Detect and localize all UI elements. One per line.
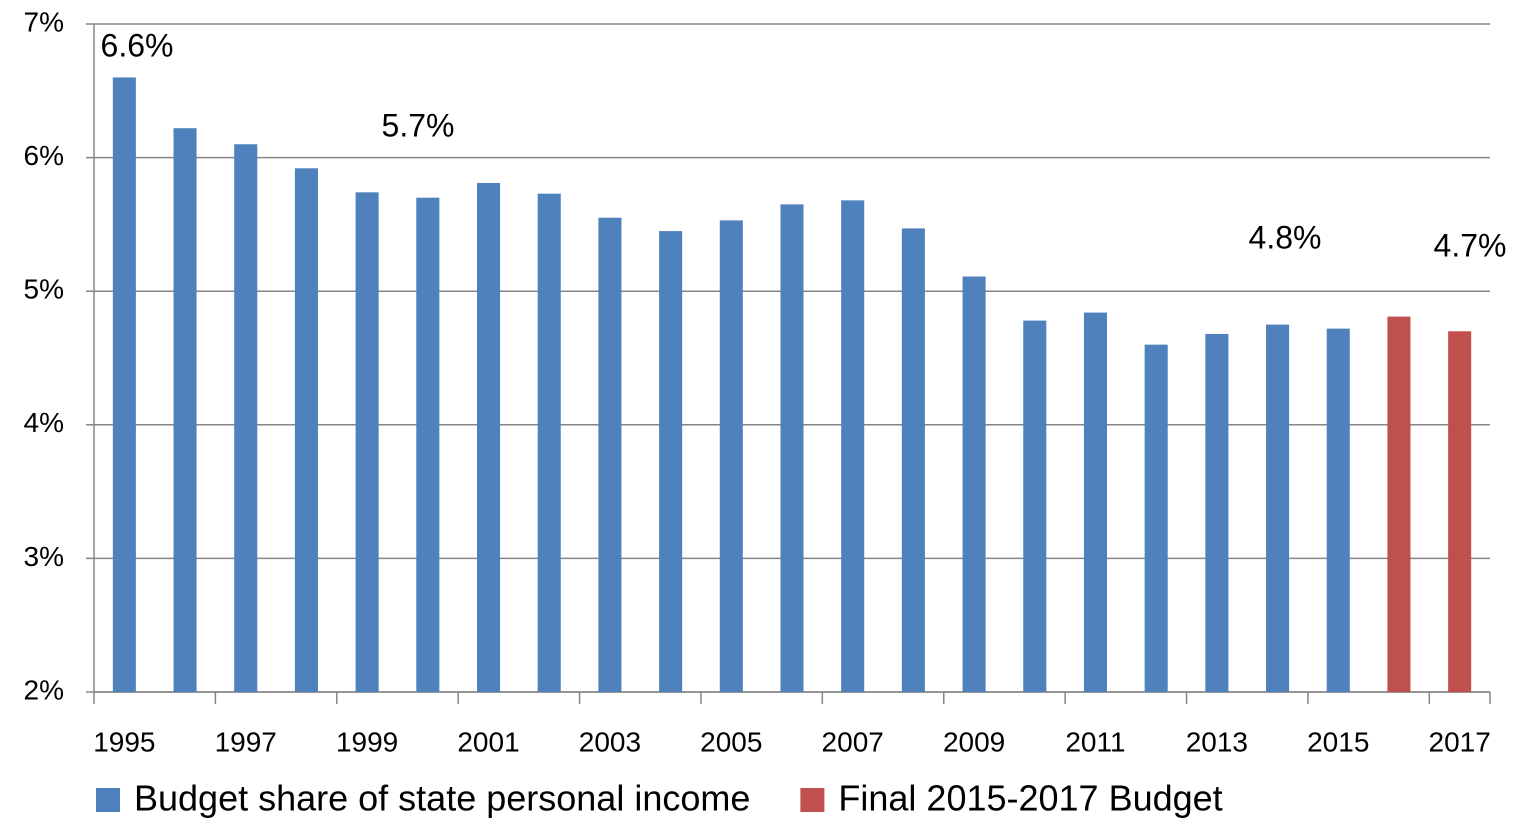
- legend-swatch: [800, 788, 825, 812]
- y-tick-label: 5%: [24, 274, 64, 305]
- x-tick-label: 2011: [1065, 726, 1125, 757]
- y-tick-label: 6%: [24, 140, 64, 171]
- x-tick-label: 2003: [579, 726, 641, 757]
- x-tick-label: 2013: [1186, 726, 1248, 757]
- legend-label: Budget share of state personal income: [134, 778, 750, 819]
- bar: [1083, 312, 1108, 692]
- bar: [1266, 324, 1290, 692]
- x-tick-label: 2017: [1429, 726, 1491, 757]
- bar: [1448, 331, 1472, 692]
- bar: [901, 228, 925, 692]
- legend-label: Final 2015-2017 Budget: [838, 778, 1222, 819]
- bar: [173, 128, 197, 692]
- x-tick-label: 2001: [457, 726, 519, 757]
- x-tick-label: 2007: [822, 726, 884, 757]
- bar: [841, 200, 865, 693]
- annotation: 6.6%: [101, 27, 174, 63]
- bar: [537, 193, 561, 692]
- bar: [719, 220, 743, 692]
- bar: [355, 192, 379, 692]
- bar: [416, 197, 440, 692]
- x-tick-label: 1999: [336, 726, 398, 757]
- bar: [234, 144, 258, 693]
- bar: [1387, 316, 1411, 692]
- annotation: 4.7%: [1434, 227, 1507, 263]
- bar: [476, 182, 501, 692]
- annotation: 5.7%: [382, 107, 455, 143]
- x-tick-label: 2005: [700, 726, 762, 757]
- bar: [780, 204, 804, 693]
- annotation: 4.8%: [1249, 219, 1322, 255]
- x-tick-label: 2015: [1307, 726, 1369, 757]
- y-tick-label: 7%: [24, 6, 64, 37]
- y-tick-label: 2%: [24, 674, 64, 705]
- legend-swatch: [96, 788, 120, 812]
- bar: [1205, 333, 1229, 692]
- y-tick-label: 4%: [24, 407, 64, 438]
- x-tick-label: 1997: [215, 726, 277, 757]
- y-tick-label: 3%: [24, 541, 64, 572]
- bar: [112, 77, 136, 692]
- x-tick-label: 2009: [943, 726, 1005, 757]
- bar: [598, 217, 622, 692]
- bar: [962, 276, 986, 692]
- bar: [659, 231, 683, 692]
- bar: [294, 168, 318, 693]
- bar: [1023, 320, 1047, 692]
- x-tick-label: 1995: [93, 726, 155, 757]
- bar: [1144, 344, 1168, 692]
- bar: [1326, 328, 1350, 692]
